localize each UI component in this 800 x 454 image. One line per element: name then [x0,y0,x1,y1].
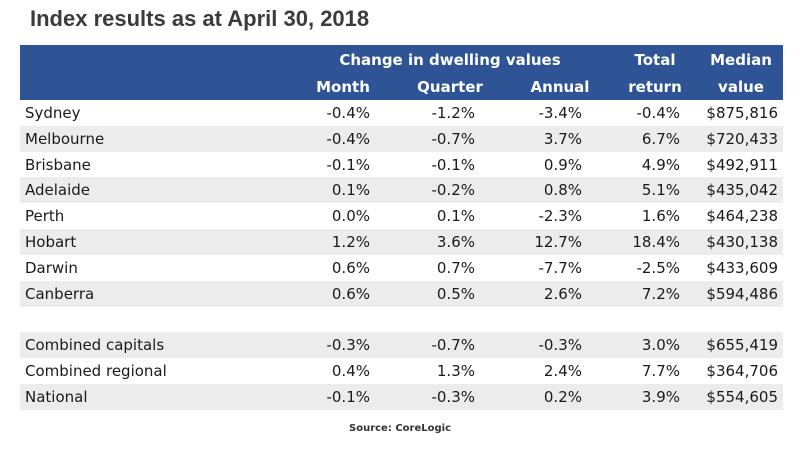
cell: 0.2% [543,387,582,406]
cell: 3.7% [543,129,582,148]
column-header: return [628,78,682,96]
cell: -2.5% [636,258,680,277]
row-label: Brisbane [25,155,91,174]
cell: 0.7% [436,258,475,277]
cell: $720,433 [706,129,778,148]
cell: -0.7% [431,336,475,355]
cell: 0.1% [436,207,475,226]
cell: $430,138 [706,233,778,251]
table-row: Perth 0.0% 0.1% -2.3% 1.6% $464,238 [20,203,783,229]
table-row: Sydney -0.4% -1.2% -3.4% -0.4% $875,816 [20,100,783,126]
cell: -0.3% [326,336,370,355]
cell: 3.6% [436,233,475,251]
cell: 0.6% [331,258,370,277]
cell: $433,609 [706,258,778,277]
cell: 5.1% [641,181,680,200]
source: Source: CoreLogic [349,423,451,434]
row-label: Sydney [25,104,81,122]
column-header: value [718,78,764,96]
cell: 2.4% [543,362,582,380]
row-label: Canberra [25,284,95,303]
table-row: Combined capitals -0.3% -0.7% -0.3% 3.0% $655… [20,332,783,359]
cell: 0.1% [331,181,370,200]
cell: 0.4% [331,362,370,380]
cell: $655,419 [706,336,778,355]
cell: 2.6% [543,284,582,303]
row-label: Combined regional [25,362,167,380]
row-label: Combined capitals [25,336,165,355]
cell: 1.3% [436,362,475,380]
cell: $435,042 [706,181,778,200]
row-label: Adelaide [25,181,91,200]
cell: 6.7% [641,129,680,148]
table-row: Hobart 1.2% 3.6% 12.7% 18.4% $430,138 [20,229,783,255]
cell: 0.6% [331,284,370,303]
cell: -0.1% [326,387,370,406]
cell: $492,911 [706,155,778,174]
cell: $875,816 [706,104,778,122]
column-header: Annual [530,78,590,96]
title: Index results as at April 30, 2018 [30,6,370,31]
table-header: Change in dwelling values Month Quarter An… [20,45,783,100]
cell: $464,238 [706,207,778,226]
cell: 7.7% [641,362,680,380]
cell: -0.1% [326,155,370,174]
cell: 0.9% [543,155,582,174]
column-header: Median [710,51,772,69]
cell: 1.6% [641,207,680,226]
cell: 18.4% [632,233,680,251]
cell: 3.0% [641,336,680,355]
table-row: National -0.1% -0.3% 0.2% 3.9% $554,605 [20,383,783,410]
cell: -0.4% [636,104,680,122]
row-label: National [25,387,88,406]
table-row: Darwin 0.6% 0.7% -7.7% -2.5% $433,609 [20,255,783,281]
cell: 12.7% [534,233,582,251]
cell: -0.4% [326,104,370,122]
cell: 0.5% [436,284,475,303]
column-header: Quarter [417,78,483,96]
cell: -0.4% [326,129,370,148]
cell: -3.4% [538,104,582,122]
cell: -7.7% [538,258,582,277]
cell: -0.3% [431,387,475,406]
cell: 4.9% [641,155,680,174]
table-row: Melbourne -0.4% -0.7% 3.7% 6.7% $720,433 [20,125,783,152]
cell: $554,605 [706,387,778,406]
cell: 7.2% [641,284,680,303]
cell: -1.2% [431,104,475,122]
cell: -0.7% [431,129,475,148]
table-row: Adelaide 0.1% -0.2% 0.8% 5.1% $435,042 [20,177,783,204]
row-label: Hobart [25,233,77,251]
cell: 0.0% [331,207,370,226]
cell: $594,486 [706,284,778,303]
table-row: Canberra 0.6% 0.5% 2.6% 7.2% $594,486 [20,280,783,307]
row-label: Perth [25,207,65,226]
row-label: Darwin [25,258,78,277]
cell: 0.8% [543,181,582,200]
cell: -0.3% [538,336,582,355]
group-header: Change in dwelling values [339,51,561,69]
column-header: Total [634,51,676,69]
row-label: Melbourne [25,129,105,148]
cell: $364,706 [706,362,778,380]
column-header: Month [316,78,370,96]
cell: -0.1% [431,155,475,174]
cell: 1.2% [331,233,370,251]
table-row: Combined regional 0.4% 1.3% 2.4% 7.7% $364,70… [20,358,783,384]
cell: -0.2% [431,181,475,200]
table-row: Brisbane -0.1% -0.1% 0.9% 4.9% $492,911 [20,152,783,178]
cell: -2.3% [538,207,582,226]
cell: 3.9% [641,387,680,406]
